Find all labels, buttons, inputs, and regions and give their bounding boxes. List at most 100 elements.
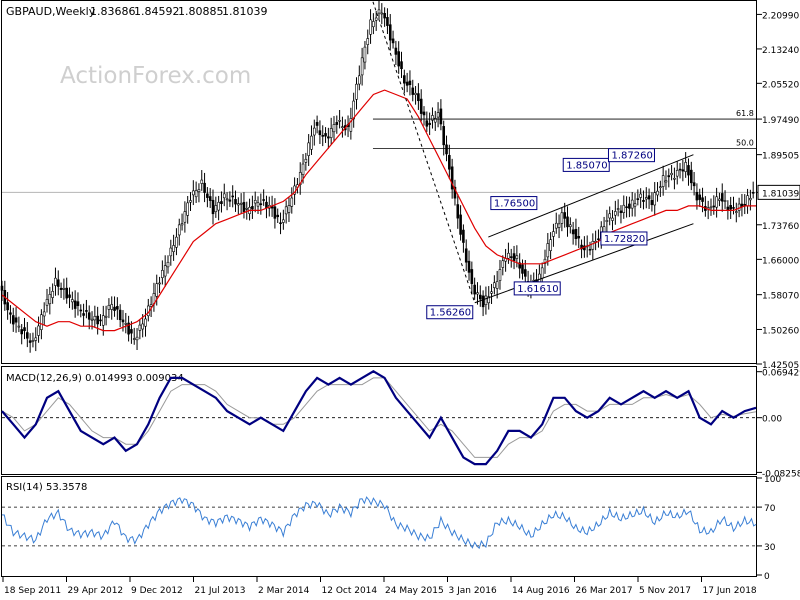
candle-body (630, 199, 634, 209)
candle-body (422, 111, 426, 116)
candle-body (17, 325, 21, 328)
price-overlays: 61.8 50.0 (1, 1, 756, 332)
candle-body (228, 199, 232, 202)
candle-body (701, 197, 704, 202)
candle-body (360, 57, 364, 76)
candle-body (698, 194, 702, 200)
candle-body (203, 182, 206, 193)
candle-body (121, 319, 125, 323)
candle-body (118, 309, 122, 321)
candle-body (611, 217, 614, 221)
candle-body (242, 202, 246, 212)
candle-body (625, 206, 628, 209)
macd-y-tick-label: 0.00 (762, 415, 782, 425)
ohlc-open: 1.83686 (90, 5, 136, 18)
price-candles (0, 0, 755, 353)
candle-body (715, 196, 718, 208)
candle-body (507, 252, 510, 259)
candle-body (366, 38, 370, 45)
candle-body (403, 75, 406, 84)
candle-body (59, 287, 63, 290)
candle-body (82, 313, 85, 316)
candle-body (476, 292, 479, 295)
candle-body (614, 211, 617, 216)
candle-body (329, 128, 333, 138)
candle-body (31, 340, 35, 342)
ohlc-high: 1.84592 (134, 5, 180, 18)
candle-body (20, 329, 23, 335)
candle-body (639, 193, 642, 198)
candle-body (107, 305, 111, 310)
candle-body (34, 337, 38, 341)
candle-body (540, 267, 544, 279)
candle-body (363, 46, 367, 63)
candle-body (628, 203, 631, 209)
candle-body (279, 222, 282, 225)
macd-label: MACD(12,26,9) 0.014993 0.009034 (6, 373, 184, 384)
candle-body (569, 224, 572, 227)
x-tick-label: 17 Jun 2018 (703, 586, 757, 596)
candle-body (307, 142, 310, 156)
candle-body (512, 253, 516, 262)
candle-body (355, 83, 358, 100)
candle-body (650, 200, 654, 206)
candle-body (158, 282, 161, 285)
price-y-tick-label: 1.81039 (762, 189, 799, 199)
candle-body (656, 190, 659, 196)
candle-body (391, 38, 395, 44)
candle-body (425, 120, 429, 127)
candle-body (332, 124, 336, 133)
candle-body (673, 177, 676, 180)
candle-body (746, 195, 749, 207)
candle-body (113, 306, 116, 311)
candle-body (448, 155, 451, 170)
x-tick-label: 12 Oct 2014 (322, 586, 378, 596)
candle-body (411, 87, 415, 95)
candle-body (433, 117, 437, 123)
candle-body (554, 222, 558, 229)
macd-line (1, 370, 757, 466)
candle-body (177, 224, 181, 236)
candle-body (644, 197, 648, 200)
candle-body (580, 244, 583, 250)
candle-body (96, 315, 99, 325)
candle-body (284, 206, 288, 215)
candle-body (239, 202, 243, 205)
candle-body (588, 248, 592, 251)
candle-body (276, 214, 280, 218)
candle-body (127, 322, 130, 335)
candle-body (310, 135, 313, 150)
macd-content: 0.069429 0.00 -0.082582 (1, 369, 800, 479)
macd-panel-frame (1, 366, 757, 475)
candle-body (405, 81, 409, 86)
candle-body (76, 301, 80, 306)
candle-body (138, 324, 142, 331)
candle-body (566, 216, 569, 228)
candle-body (222, 193, 226, 199)
candle-body (321, 135, 325, 137)
candle-body (110, 304, 114, 310)
candle-body (473, 284, 476, 295)
candle-body (341, 126, 344, 128)
candle-body (48, 294, 52, 305)
candle-body (414, 92, 417, 96)
candle-body (501, 260, 505, 268)
candle-body (192, 190, 195, 196)
candle-body (428, 122, 431, 125)
candle-body (481, 295, 485, 308)
candle-body (456, 204, 460, 219)
candle-body (11, 315, 15, 325)
candle-body (335, 122, 339, 125)
candle-body (678, 168, 682, 171)
candle-body (647, 195, 651, 200)
candle-body (695, 192, 699, 201)
candle-body (132, 338, 136, 340)
candle-body (557, 223, 561, 228)
candle-body (574, 228, 578, 239)
candle-body (73, 300, 77, 309)
candle-body (459, 214, 462, 235)
candle-body (577, 236, 581, 239)
candle-body (104, 315, 108, 318)
candle-body (495, 281, 499, 289)
candle-body (0, 285, 4, 291)
